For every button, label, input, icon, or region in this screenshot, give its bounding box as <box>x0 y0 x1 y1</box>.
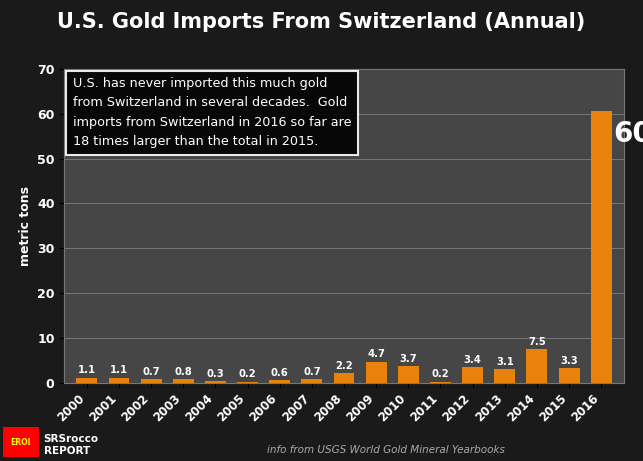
Bar <box>173 379 194 383</box>
Bar <box>366 361 386 383</box>
Text: 0.2: 0.2 <box>431 370 449 379</box>
Bar <box>334 373 354 383</box>
Text: 60.7: 60.7 <box>613 120 643 148</box>
Text: 1.1: 1.1 <box>110 366 128 375</box>
Bar <box>269 380 290 383</box>
Bar <box>559 368 579 383</box>
Text: U.S. Gold Imports From Switzerland (Annual): U.S. Gold Imports From Switzerland (Annu… <box>57 12 586 31</box>
Bar <box>398 366 419 383</box>
Text: info from USGS World Gold Mineral Yearbooks: info from USGS World Gold Mineral Yearbo… <box>267 445 505 455</box>
Bar <box>462 367 483 383</box>
Bar <box>77 378 97 383</box>
Bar <box>430 382 451 383</box>
Text: 3.7: 3.7 <box>399 354 417 364</box>
Text: U.S. has never imported this much gold
from Switzerland in several decades.  Gol: U.S. has never imported this much gold f… <box>73 77 351 148</box>
Bar <box>302 379 322 383</box>
Bar <box>591 111 611 383</box>
Bar <box>141 379 161 383</box>
Text: 3.3: 3.3 <box>560 355 578 366</box>
Text: 2.2: 2.2 <box>335 361 353 371</box>
Text: 0.8: 0.8 <box>174 367 192 377</box>
Text: 3.4: 3.4 <box>464 355 482 365</box>
Y-axis label: metric tons: metric tons <box>19 186 32 266</box>
Bar <box>527 349 547 383</box>
Bar <box>205 381 226 383</box>
Text: 0.6: 0.6 <box>271 368 289 378</box>
Text: 4.7: 4.7 <box>367 349 385 359</box>
Text: 0.7: 0.7 <box>303 367 321 377</box>
Bar <box>109 378 129 383</box>
Text: 0.7: 0.7 <box>142 367 160 377</box>
Text: 3.1: 3.1 <box>496 356 514 366</box>
Text: REPORT: REPORT <box>44 446 90 456</box>
Bar <box>494 369 515 383</box>
Text: EROI: EROI <box>11 438 31 447</box>
Bar <box>237 382 258 383</box>
Text: 1.1: 1.1 <box>78 366 96 375</box>
Text: 7.5: 7.5 <box>528 337 546 347</box>
Text: SRSrocco: SRSrocco <box>44 434 99 444</box>
Text: 0.2: 0.2 <box>239 370 257 379</box>
Text: 0.3: 0.3 <box>206 369 224 379</box>
